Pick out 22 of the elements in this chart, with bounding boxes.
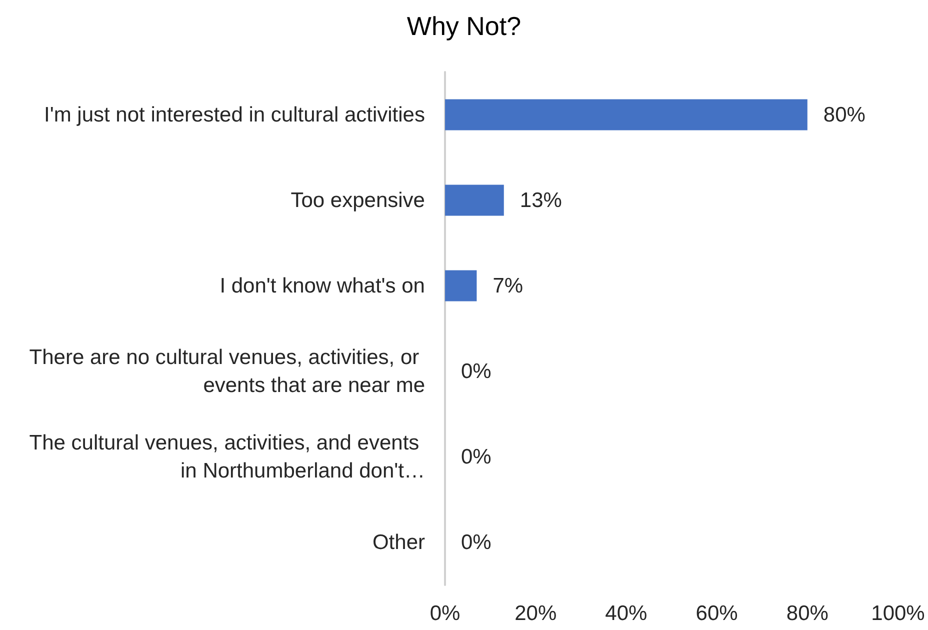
data-label: 7%	[492, 274, 524, 298]
data-label: 0%	[461, 445, 492, 468]
x-tick-label: 20%	[514, 602, 557, 625]
y-tick-label: I don't know what's on	[220, 274, 425, 298]
bar	[445, 99, 808, 130]
data-label: 0%	[461, 360, 492, 383]
bar	[445, 270, 477, 302]
y-tick-label: The cultural venues, activities, and events in Northumberland don't…	[29, 431, 425, 482]
x-tick-label: 100%	[871, 602, 925, 625]
x-tick-label: 80%	[786, 602, 828, 625]
bar	[445, 184, 504, 216]
y-tick-label: There are no cultural venues, activities, or events that are near me	[29, 346, 425, 397]
chart-title: Why Not?	[406, 11, 522, 41]
data-label: 80%	[823, 103, 866, 126]
y-tick-label: Other	[372, 530, 425, 554]
x-tick-label: 60%	[696, 602, 738, 625]
data-label: 13%	[520, 188, 562, 212]
y-tick-label: Too expensive	[290, 188, 425, 212]
x-tick-label: 40%	[605, 602, 648, 625]
data-label: 0%	[461, 530, 492, 554]
y-tick-label: I'm just not interested in cultural activities	[44, 103, 425, 126]
x-tick-label: 0%	[430, 602, 460, 625]
